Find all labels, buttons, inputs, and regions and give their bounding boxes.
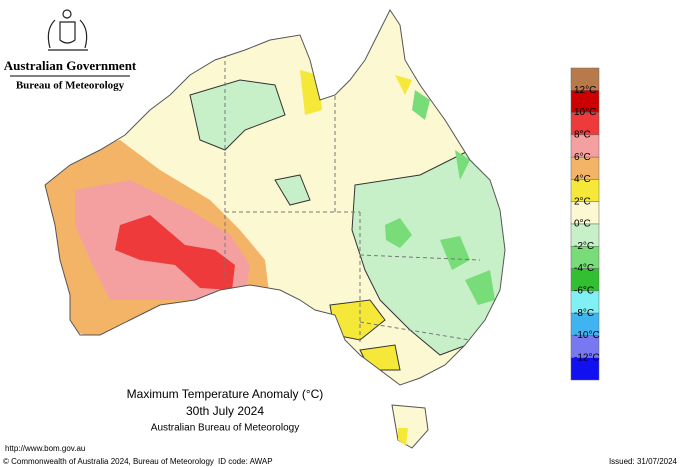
legend-label: -10°C xyxy=(574,330,600,341)
legend-label: -2°C xyxy=(574,241,594,252)
legend-label: -4°C xyxy=(574,263,594,274)
coastline xyxy=(44,9,506,386)
legend-label: 12°C xyxy=(574,85,596,96)
crest xyxy=(47,9,88,51)
government-name: Australian Government xyxy=(4,58,137,73)
legend-label: 0°C xyxy=(574,219,591,230)
map-title: Maximum Temperature Anomaly (°C) xyxy=(127,387,324,401)
legend-label: -8°C xyxy=(574,308,594,319)
legend: 12°C 10°C 8°C 6°C 4°C 2°C 0°C -2°C -4°C -6°C -8°C -… xyxy=(570,67,600,381)
legend-label: -12°C xyxy=(574,352,600,363)
map-date: 30th July 2024 xyxy=(186,404,264,418)
footer-copyright: © Commonwealth of Australia 2024, Bureau… xyxy=(3,457,214,466)
footer-issued: Issued: 31/07/2024 xyxy=(609,457,678,466)
legend-label: 10°C xyxy=(574,107,596,118)
legend-label: -6°C xyxy=(574,285,594,296)
agency-name: Bureau of Meteorology xyxy=(16,80,125,92)
legend-swatch xyxy=(570,357,600,381)
tasmania xyxy=(391,404,429,449)
tasmania-anomaly xyxy=(398,428,408,446)
footer-id: ID code: AWAP xyxy=(218,457,273,466)
map-source: Australian Bureau of Meteorology xyxy=(151,423,299,434)
legend-label: 6°C xyxy=(574,152,591,163)
footer-url: http://www.bom.gov.au xyxy=(5,444,85,453)
legend-label: 2°C xyxy=(574,196,591,207)
legend-label: 8°C xyxy=(574,129,591,140)
legend-label: 4°C xyxy=(574,174,591,185)
